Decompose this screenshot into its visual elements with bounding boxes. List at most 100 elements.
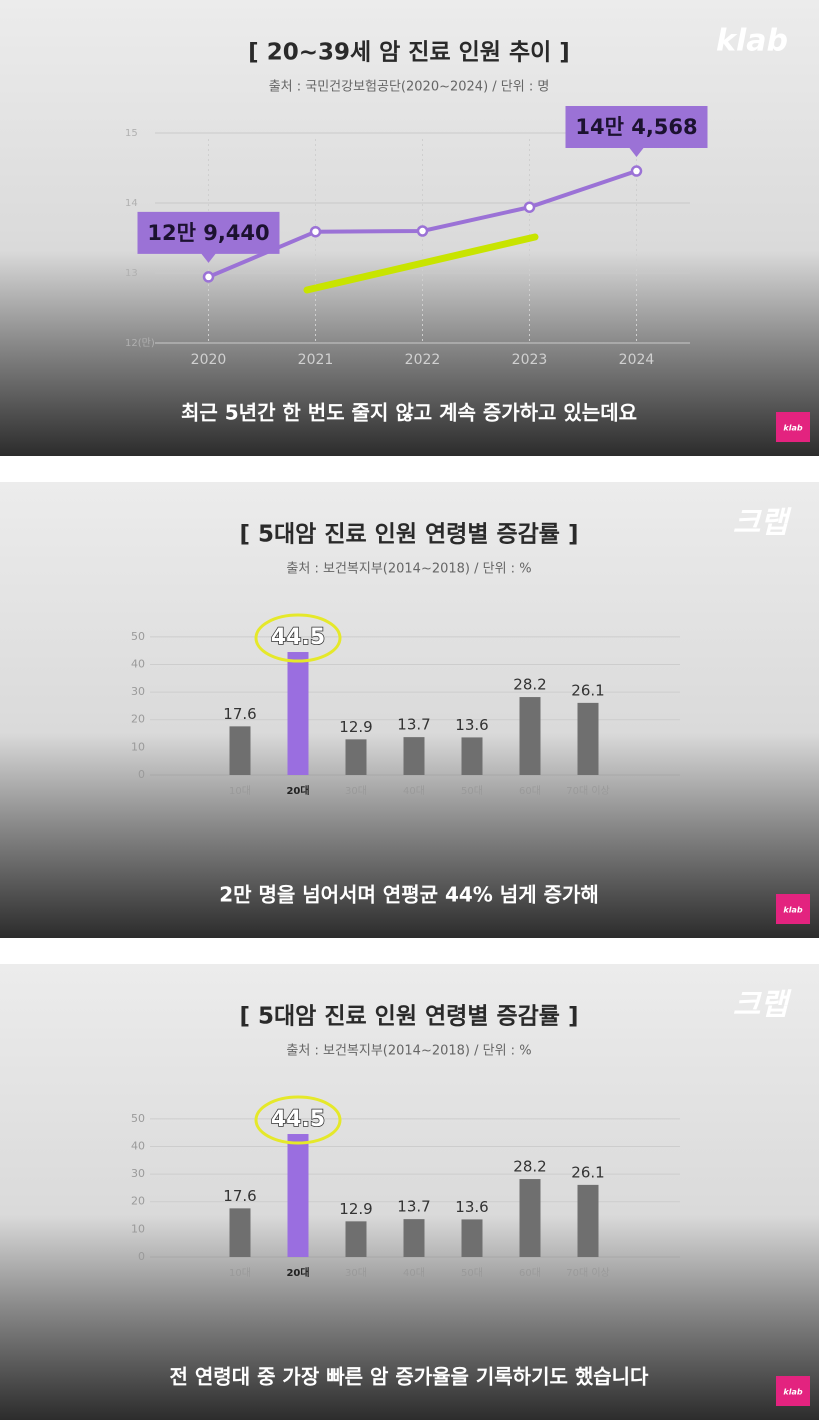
callout-box <box>137 211 280 263</box>
value-label: 26.1 <box>571 1163 604 1181</box>
bar <box>403 737 425 775</box>
y-tick-label: 10 <box>131 1222 145 1235</box>
value-label: 17.6 <box>223 1187 256 1205</box>
y-tick-label: 12(만) <box>125 337 155 349</box>
logo: 크랩 <box>733 988 793 1023</box>
trend-highlight <box>303 233 539 294</box>
bar <box>345 739 367 775</box>
bar <box>345 1221 367 1257</box>
y-tick-label: 0 <box>138 768 145 781</box>
bar <box>577 702 599 775</box>
video-frame: [ 5대암 진료 인원 연령별 증감률 ] 출처 : 보건복지부(2014~201… <box>0 482 819 938</box>
data-point <box>309 225 322 238</box>
y-tick-label: 14 <box>125 198 138 209</box>
x-tick-label: 60대 <box>519 785 541 797</box>
y-tick-label: 20 <box>131 713 145 726</box>
x-tick-label: 2021 <box>298 352 334 368</box>
chart-subtitle: 출처 : 국민건강보험공단(2020~2024) / 단위 : 명 <box>269 80 550 95</box>
data-point <box>630 165 643 177</box>
y-tick-label: 15 <box>125 128 138 139</box>
bar <box>287 1134 309 1257</box>
x-tick-label: 10대 <box>229 1267 251 1279</box>
x-tick-label: 50대 <box>461 1267 483 1279</box>
chart-subtitle: 출처 : 보건복지부(2014~2018) / 단위 : % <box>286 1044 531 1059</box>
badge: klab <box>783 424 802 433</box>
y-tick-label: 30 <box>131 1167 145 1180</box>
x-tick-label: 40대 <box>403 1267 425 1279</box>
bar <box>403 1219 425 1257</box>
highlight-circle <box>254 1095 342 1145</box>
x-tick-label: 30대 <box>345 1267 367 1279</box>
data-point <box>523 201 536 213</box>
value-label: 17.6 <box>223 705 256 723</box>
bar <box>519 697 541 775</box>
x-tick-label: 30대 <box>345 785 367 797</box>
bar <box>229 726 251 775</box>
y-tick-label: 10 <box>131 740 145 753</box>
badge: klab <box>783 906 802 915</box>
y-tick-label: 40 <box>131 1139 145 1152</box>
y-tick-label: 50 <box>131 630 145 643</box>
video-frame: [ 20~39세 암 진료 인원 추이 ] 출처 : 국민건강보험공단(2020~… <box>0 0 819 456</box>
video-frame: [ 5대암 진료 인원 연령별 증감률 ] 출처 : 보건복지부(2014~201… <box>0 964 819 1420</box>
y-tick-label: 40 <box>131 657 145 670</box>
y-tick-label: 30 <box>131 685 145 698</box>
y-tick-label: 13 <box>125 268 138 279</box>
badge-box <box>776 1376 810 1406</box>
value-label: 13.7 <box>397 716 430 734</box>
value-label: 13.6 <box>455 1198 488 1216</box>
x-tick-label: 2023 <box>512 352 548 368</box>
chart-title: [ 5대암 진료 인원 연령별 증감률 ] <box>240 522 579 548</box>
badge-box <box>776 894 810 924</box>
x-tick-label: 20대 <box>286 1266 309 1279</box>
chart-title: [ 5대암 진료 인원 연령별 증감률 ] <box>240 1004 579 1030</box>
x-tick-label: 70대 이상 <box>566 785 610 797</box>
value-label: 13.6 <box>455 716 488 734</box>
frame-background <box>0 482 819 938</box>
bar <box>577 1184 599 1257</box>
value-label: 44.5 <box>271 625 325 650</box>
x-tick-label: 60대 <box>519 1267 541 1279</box>
x-tick-label: 40대 <box>403 785 425 797</box>
highlight-circle <box>254 613 342 663</box>
value-label: 26.1 <box>571 681 604 699</box>
value-label: 13.7 <box>397 1198 430 1216</box>
bar <box>461 1219 483 1257</box>
y-tick-label: 50 <box>131 1112 145 1125</box>
x-tick-label: 2022 <box>405 352 441 368</box>
badge-box <box>776 412 810 442</box>
x-tick-label: 70대 이상 <box>566 1267 610 1279</box>
value-label: 14만 4,568 <box>575 115 697 139</box>
data-point <box>202 271 215 283</box>
caption: 2만 명을 넘어서며 연평균 44% 넘게 증가해 <box>219 883 599 907</box>
value-label: 12.9 <box>339 718 372 736</box>
caption: 최근 5년간 한 번도 줄지 않고 계속 증가하고 있는데요 <box>181 401 637 425</box>
value-label: 28.2 <box>513 676 546 694</box>
caption: 전 연령대 중 가장 빠른 암 증가율을 기록하기도 했습니다 <box>170 1365 650 1389</box>
x-tick-label: 50대 <box>461 785 483 797</box>
frame-background <box>0 964 819 1420</box>
frame-background <box>0 0 819 456</box>
x-tick-label: 10대 <box>229 785 251 797</box>
value-label: 28.2 <box>513 1158 546 1176</box>
value-label: 12만 9,440 <box>147 221 269 245</box>
y-tick-label: 20 <box>131 1195 145 1208</box>
x-tick-label: 20대 <box>286 784 309 797</box>
chart-title: [ 20~39세 암 진료 인원 추이 ] <box>248 40 570 66</box>
x-tick-label: 2020 <box>191 352 227 368</box>
bar <box>519 1179 541 1257</box>
x-tick-label: 2024 <box>619 352 655 368</box>
bar <box>287 652 309 775</box>
badge: klab <box>783 1388 802 1397</box>
logo: 크랩 <box>733 506 793 541</box>
data-point <box>416 225 429 237</box>
value-label: 44.5 <box>271 1107 325 1132</box>
value-label: 12.9 <box>339 1200 372 1218</box>
callout-box <box>565 106 708 158</box>
chart-subtitle: 출처 : 보건복지부(2014~2018) / 단위 : % <box>286 562 531 577</box>
y-tick-label: 0 <box>138 1250 145 1263</box>
bar <box>229 1208 251 1257</box>
bar <box>461 737 483 775</box>
